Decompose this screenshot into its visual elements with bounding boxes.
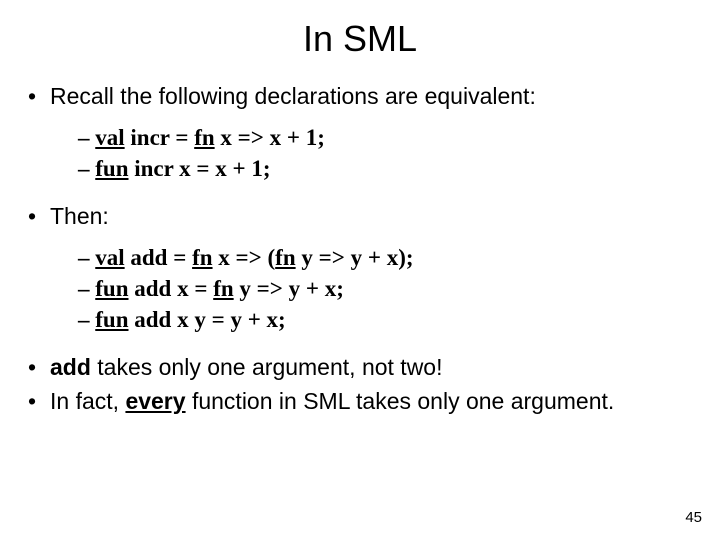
bullet-add: • add takes only one argument, not two! [28,353,692,383]
bullet-recall: • Recall the following declarations are … [28,82,692,112]
slide-title: In SML [28,18,692,60]
bullet-text: In fact, every function in SML takes onl… [50,387,614,417]
code-block-1: – val incr = fn x => x + 1; – fun incr x… [78,122,692,184]
bullet-text: add takes only one argument, not two! [50,353,442,383]
bullet-dot: • [28,353,50,383]
code-line: – fun add x y = y + x; [78,304,692,335]
code-line: – val add = fn x => (fn y => y + x); [78,242,692,273]
bullet-dot: • [28,387,50,417]
code-line: – fun incr x = x + 1; [78,153,692,184]
bullet-dot: • [28,202,50,232]
code-block-2: – val add = fn x => (fn y => y + x); – f… [78,242,692,335]
code-line: – fun add x = fn y => y + x; [78,273,692,304]
code-line: – val incr = fn x => x + 1; [78,122,692,153]
bullet-text: Recall the following declarations are eq… [50,82,536,112]
bullet-every: • In fact, every function in SML takes o… [28,387,692,417]
bullet-then: • Then: [28,202,692,232]
bullet-text: Then: [50,202,109,232]
bullet-dot: • [28,82,50,112]
page-number: 45 [685,509,702,526]
